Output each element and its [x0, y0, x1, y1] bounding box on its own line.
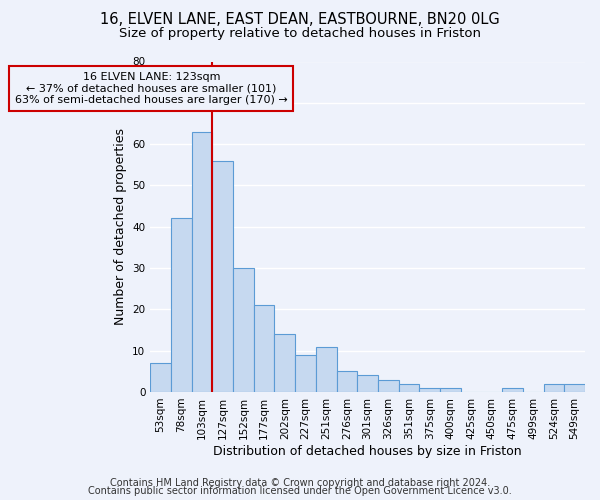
Text: Contains HM Land Registry data © Crown copyright and database right 2024.: Contains HM Land Registry data © Crown c… [110, 478, 490, 488]
Bar [171, 218, 191, 392]
X-axis label: Distribution of detached houses by size in Friston: Distribution of detached houses by size … [214, 444, 522, 458]
Bar [398, 384, 419, 392]
Bar [337, 372, 357, 392]
Text: Size of property relative to detached houses in Friston: Size of property relative to detached ho… [119, 28, 481, 40]
Bar [502, 388, 523, 392]
Text: Contains public sector information licensed under the Open Government Licence v3: Contains public sector information licen… [88, 486, 512, 496]
Bar [233, 268, 254, 392]
Bar [544, 384, 564, 392]
Y-axis label: Number of detached properties: Number of detached properties [114, 128, 127, 325]
Bar [295, 355, 316, 392]
Bar [191, 132, 212, 392]
Bar [212, 160, 233, 392]
Bar [316, 346, 337, 392]
Bar [564, 384, 585, 392]
Text: 16, ELVEN LANE, EAST DEAN, EASTBOURNE, BN20 0LG: 16, ELVEN LANE, EAST DEAN, EASTBOURNE, B… [100, 12, 500, 28]
Bar [378, 380, 398, 392]
Text: 16 ELVEN LANE: 123sqm
← 37% of detached houses are smaller (101)
63% of semi-det: 16 ELVEN LANE: 123sqm ← 37% of detached … [15, 72, 287, 105]
Bar [419, 388, 440, 392]
Bar [150, 363, 171, 392]
Bar [440, 388, 461, 392]
Bar [357, 376, 378, 392]
Bar [254, 305, 274, 392]
Bar [274, 334, 295, 392]
